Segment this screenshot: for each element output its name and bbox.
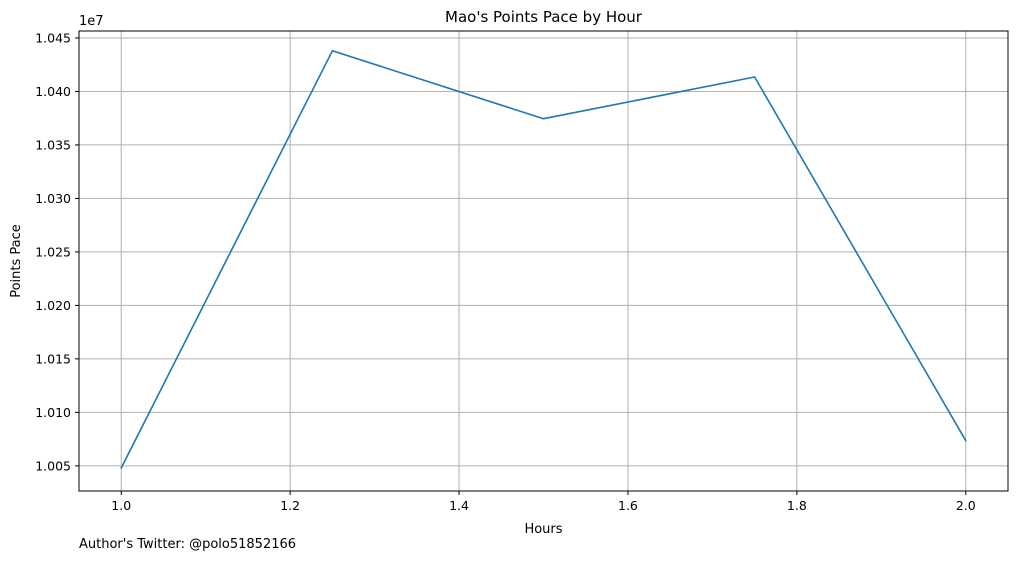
y-tick-label: 1.025 (35, 244, 71, 259)
y-axis-label: Points Pace (9, 224, 24, 298)
chart-title: Mao's Points Pace by Hour (445, 8, 643, 26)
data-point (753, 76, 756, 78)
y-tick-label: 1.030 (35, 191, 71, 206)
x-tick-label: 1.8 (787, 498, 807, 513)
data-point (120, 467, 123, 469)
plot-area-frame (78, 30, 1009, 492)
x-tick-label: 1.4 (449, 498, 469, 513)
data-point (964, 439, 967, 442)
y-tick-label: 1.035 (35, 137, 71, 152)
y-axis-offset-label: 1e7 (79, 14, 104, 29)
x-tick-label: 2.0 (956, 498, 976, 513)
x-axis-label: Hours (524, 522, 562, 537)
y-tick-label: 1.010 (35, 405, 71, 420)
y-tick-label: 1.040 (35, 84, 71, 99)
x-tick-label: 1.2 (280, 498, 300, 513)
y-tick-label: 1.045 (35, 30, 71, 45)
series-line-0 (120, 49, 967, 469)
y-tick-label: 1.020 (35, 298, 71, 313)
grid-lines (79, 31, 1008, 491)
axis-ticks: 1.0 1.2 1.4 1.6 1.8 2.0 1.005 1.010 1.015 1.020 1.… (35, 30, 976, 513)
y-tick-label: 1.005 (35, 458, 71, 473)
x-tick-label: 1.0 (111, 498, 131, 513)
data-point (542, 117, 545, 120)
x-tick-label: 1.6 (618, 498, 638, 513)
y-tick-label: 1.015 (35, 351, 71, 366)
data-point (331, 49, 334, 52)
series-layer (120, 49, 967, 469)
author-footer: Author's Twitter: @polo51852166 (79, 537, 297, 552)
